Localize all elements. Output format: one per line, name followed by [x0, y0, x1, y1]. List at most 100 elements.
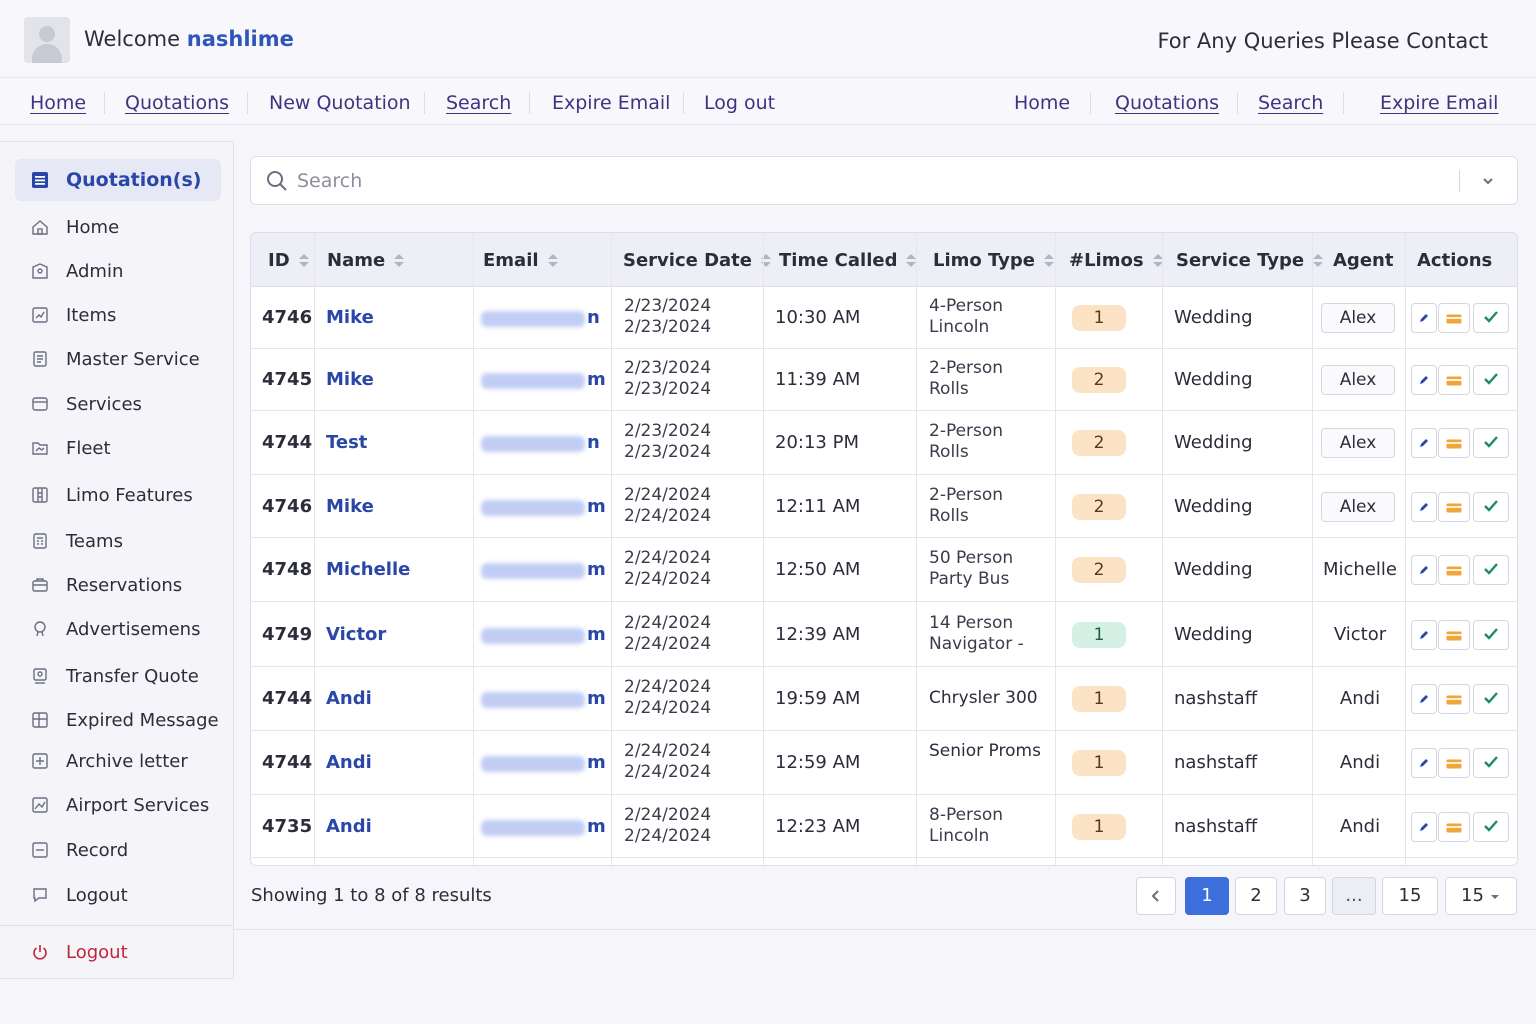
edit-button[interactable] [1411, 303, 1437, 333]
sort-icon[interactable] [1152, 253, 1163, 268]
payment-button[interactable] [1438, 303, 1470, 333]
sidebar-item-teams[interactable]: Teams [28, 527, 123, 555]
page-button-2[interactable]: 2 [1235, 877, 1277, 915]
sidebar-item-reservations[interactable]: Reservations [28, 571, 182, 599]
approve-button[interactable] [1473, 428, 1509, 458]
sidebar-item-expired-message[interactable]: Expired Message [28, 706, 219, 734]
edit-button[interactable] [1411, 365, 1437, 395]
page-ellipsis[interactable]: ... [1332, 877, 1376, 915]
nav-new-quotation-link[interactable]: New Quotation [269, 92, 411, 114]
avatar[interactable] [24, 17, 70, 63]
search-bar[interactable]: Search [250, 156, 1518, 205]
edit-button[interactable] [1411, 492, 1437, 522]
sidebar-item-airport-services[interactable]: Airport Services [28, 791, 209, 819]
sidebar-item-record[interactable]: Record [28, 836, 128, 864]
sort-icon[interactable] [547, 253, 558, 268]
nav-right-search-link[interactable]: Search [1258, 92, 1324, 114]
approve-button[interactable] [1473, 620, 1509, 650]
row-email-suffix[interactable]: m [587, 559, 606, 580]
nav-search-link[interactable]: Search [446, 92, 512, 114]
column-header-email[interactable]: Email [483, 250, 558, 271]
approve-button[interactable] [1473, 303, 1509, 333]
approve-button[interactable] [1473, 555, 1509, 585]
sort-icon[interactable] [1044, 253, 1054, 268]
per-page-select[interactable]: 15 [1445, 877, 1517, 915]
row-name-link[interactable]: Mike [326, 496, 374, 517]
sidebar-item-advertisemens[interactable]: Advertisemens [28, 615, 200, 643]
row-name-link[interactable]: Mike [326, 369, 374, 390]
page-button-15[interactable]: 15 [1382, 877, 1438, 915]
payment-button[interactable] [1438, 365, 1470, 395]
payment-button[interactable] [1438, 812, 1470, 842]
nav-right-expire-email-link[interactable]: Expire Email [1380, 92, 1499, 114]
edit-button[interactable] [1411, 428, 1437, 458]
row-email-suffix[interactable]: m [587, 816, 606, 837]
sidebar-item-services[interactable]: Services [28, 390, 142, 418]
edit-button[interactable] [1411, 748, 1437, 778]
nav-expire-email-link[interactable]: Expire Email [552, 92, 671, 114]
sidebar-item-home[interactable]: Home [28, 213, 119, 241]
row-name-link[interactable]: Andi [326, 816, 372, 837]
edit-button[interactable] [1411, 620, 1437, 650]
payment-button[interactable] [1438, 748, 1470, 778]
sidebar-item-fleet[interactable]: Fleet [28, 434, 111, 462]
nav-logout-link[interactable]: Log out [704, 92, 776, 114]
row-email-suffix[interactable]: m [587, 752, 606, 773]
page-button-3[interactable]: 3 [1284, 877, 1326, 915]
sort-icon[interactable] [761, 253, 771, 268]
sidebar-item-admin[interactable]: Admin [28, 257, 123, 285]
agent-button[interactable]: Alex [1321, 428, 1395, 458]
nav-quotations-link[interactable]: Quotations [125, 92, 230, 114]
payment-button[interactable] [1438, 492, 1470, 522]
column-header-limos[interactable]: #Limos [1069, 250, 1163, 271]
row-email-suffix[interactable]: n [587, 307, 600, 328]
row-name-link[interactable]: Michelle [326, 559, 411, 580]
agent-button[interactable]: Alex [1321, 303, 1395, 333]
sort-icon[interactable] [298, 253, 309, 268]
page-button-1[interactable]: 1 [1185, 877, 1229, 915]
column-header-id[interactable]: ID [268, 250, 309, 271]
edit-button[interactable] [1411, 684, 1437, 714]
row-email-suffix[interactable]: m [587, 624, 606, 645]
row-email-suffix[interactable]: n [587, 432, 600, 453]
prev-page-button[interactable] [1136, 877, 1176, 915]
row-email-suffix[interactable]: m [587, 369, 606, 390]
chevron-down-icon[interactable] [1481, 173, 1495, 192]
nav-home-link[interactable]: Home [30, 92, 87, 114]
column-header-service-date[interactable]: Service Date [623, 250, 771, 271]
row-name-link[interactable]: Test [326, 432, 368, 453]
sidebar-item-items[interactable]: Items [28, 301, 116, 329]
nav-right-home-link[interactable]: Home [1014, 92, 1071, 114]
payment-button[interactable] [1438, 428, 1470, 458]
sidebar-item-limo-features[interactable]: Limo Features [28, 481, 193, 509]
nav-right-quotations-link[interactable]: Quotations [1115, 92, 1220, 114]
column-header-time-called[interactable]: Time Called [779, 250, 917, 271]
row-name-link[interactable]: Andi [326, 688, 372, 709]
edit-button[interactable] [1411, 812, 1437, 842]
edit-button[interactable] [1411, 555, 1437, 585]
approve-button[interactable] [1473, 812, 1509, 842]
sidebar-item-transfer-quote[interactable]: Transfer Quote [28, 662, 199, 690]
sort-icon[interactable] [394, 253, 405, 268]
sidebar-item-quotations[interactable]: Quotation(s) [28, 166, 202, 194]
sort-icon[interactable] [1313, 253, 1324, 268]
approve-button[interactable] [1473, 684, 1509, 714]
approve-button[interactable] [1473, 492, 1509, 522]
row-email-suffix[interactable]: m [587, 688, 606, 709]
sidebar-item-logout[interactable]: Logout [28, 881, 128, 909]
approve-button[interactable] [1473, 365, 1509, 395]
column-header-service-type[interactable]: Service Type [1176, 250, 1324, 271]
column-header-limo-type[interactable]: Limo Type [933, 250, 1054, 271]
agent-button[interactable]: Alex [1321, 492, 1395, 522]
row-name-link[interactable]: Mike [326, 307, 374, 328]
approve-button[interactable] [1473, 748, 1509, 778]
payment-button[interactable] [1438, 684, 1470, 714]
sidebar-logout-button[interactable]: Logout [28, 938, 128, 966]
row-name-link[interactable]: Victor [326, 624, 387, 645]
sidebar-item-archive-letter[interactable]: Archive letter [28, 747, 188, 775]
payment-button[interactable] [1438, 555, 1470, 585]
payment-button[interactable] [1438, 620, 1470, 650]
search-input[interactable]: Search [297, 170, 363, 192]
row-email-suffix[interactable]: m [587, 496, 606, 517]
agent-button[interactable]: Alex [1321, 365, 1395, 395]
